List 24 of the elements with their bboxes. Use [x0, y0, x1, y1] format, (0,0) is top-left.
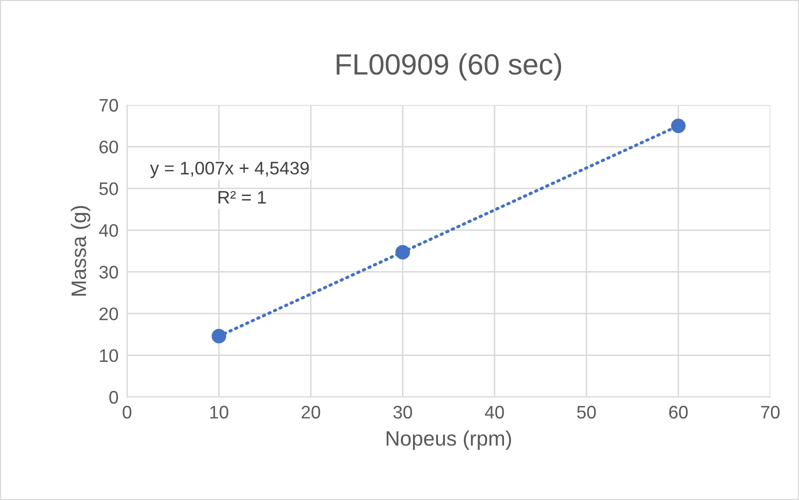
y-tick-label: 30: [99, 266, 118, 279]
y-tick-label: 50: [99, 182, 118, 196]
y-tick-label: 20: [100, 308, 118, 320]
x-axis-title: Nopeus (rpm): [386, 430, 512, 450]
y-tick-label: 60: [100, 140, 118, 154]
annotation: R² = 1: [218, 190, 266, 204]
x-tick-label: 0: [122, 406, 132, 419]
point: [671, 118, 686, 134]
y-tick-label: 40: [99, 224, 118, 237]
point: [395, 244, 410, 260]
x-tick-label: 20: [302, 406, 320, 419]
x-tick-label: 10: [210, 406, 228, 419]
y-tick-label: 0: [109, 390, 118, 404]
x-tick-label: 60: [669, 406, 688, 419]
y-tick-label: 10: [100, 349, 118, 362]
annotation: y = 1,007x + 4,5439: [150, 162, 309, 178]
x-tick-label: 70: [761, 406, 780, 419]
x-tick-label: 40: [484, 406, 504, 419]
x-tick-label: 50: [577, 406, 596, 419]
point: [212, 328, 226, 344]
chart-title: FL00909 (60 sec): [336, 53, 562, 80]
y-axis-title: Massa (g): [70, 206, 90, 296]
y-tick-label: 70: [100, 98, 118, 112]
x-tick-label: 30: [393, 406, 412, 419]
